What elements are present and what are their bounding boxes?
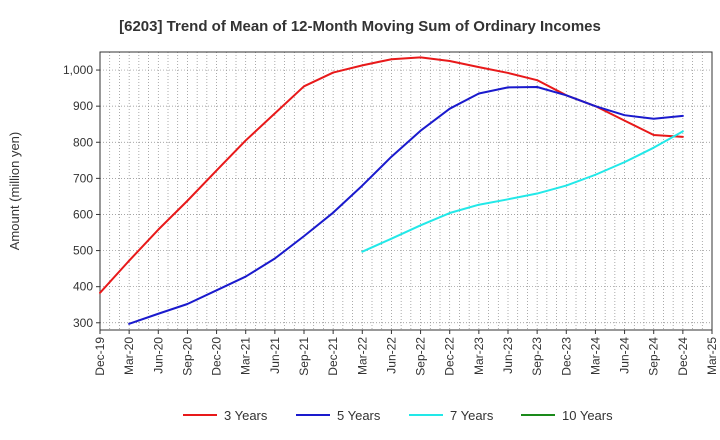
- x-tick-labels: Dec-19 Mar-20 Jun-20 Sep-20 Dec-20 Mar-21 Jun-…: [93, 337, 719, 376]
- grid: [99, 52, 713, 330]
- plot-frame: [99, 51, 713, 331]
- axes: [96, 51, 713, 334]
- y-axis-label: Amount (million yen): [7, 132, 22, 251]
- x-tick-label: Mar-21: [239, 337, 253, 375]
- x-tick-label: Mar-20: [122, 337, 136, 375]
- y-tick-label: 1,000: [63, 63, 93, 77]
- x-tick-label: Sep-21: [297, 337, 311, 376]
- x-tick-label: Dec-21: [326, 337, 340, 376]
- x-tick-label: Sep-22: [414, 337, 428, 376]
- legend-label: 7 Years: [450, 408, 494, 423]
- y-tick-label: 400: [73, 280, 93, 294]
- x-tick-label: Sep-20: [180, 337, 194, 376]
- legend-label: 3 Years: [224, 408, 268, 423]
- chart-title: [6203] Trend of Mean of 12-Month Moving …: [119, 18, 601, 35]
- series-line-7-years: [361, 130, 684, 253]
- x-tick-label: Dec-23: [559, 337, 573, 376]
- plot-area: [100, 52, 712, 330]
- x-tick-label: Dec-24: [676, 337, 690, 376]
- y-tick-label: 500: [73, 244, 93, 258]
- x-tick-label: Dec-22: [443, 337, 457, 376]
- x-tick-label: Dec-20: [210, 337, 224, 376]
- legend-item: 7 Years: [409, 408, 494, 423]
- y-tick-label: 600: [73, 207, 93, 221]
- y-tick-label: 900: [73, 99, 93, 113]
- y-tick-label: 800: [73, 135, 93, 149]
- x-tick-label: Jun-21: [268, 337, 282, 374]
- x-tick-label: Mar-22: [355, 337, 369, 375]
- x-tick-label: Mar-23: [472, 337, 486, 375]
- x-tick-label: Dec-19: [93, 337, 107, 376]
- legend: 3 Years 5 Years 7 Years 10 Years: [183, 408, 613, 423]
- x-tick-label: Jun-20: [151, 337, 165, 374]
- x-tick-label: Jun-22: [384, 337, 398, 374]
- x-tick-label: Mar-25: [705, 337, 719, 375]
- x-tick-label: Sep-24: [647, 337, 661, 376]
- legend-item: 3 Years: [183, 408, 268, 423]
- series-line-5-years: [128, 86, 684, 325]
- legend-label: 5 Years: [337, 408, 381, 423]
- y-tick-label: 300: [73, 316, 93, 330]
- x-tick-label: Jun-23: [501, 337, 515, 374]
- x-tick-label: Jun-24: [618, 337, 632, 374]
- y-tick-labels: 300 400 500 600 700 800 900 1,000: [63, 63, 93, 330]
- series-lines: [99, 56, 684, 325]
- legend-item: 5 Years: [296, 408, 381, 423]
- y-tick-label: 700: [73, 171, 93, 185]
- legend-label: 10 Years: [562, 408, 613, 423]
- x-tick-label: Mar-24: [588, 337, 602, 375]
- x-tick-label: Sep-23: [530, 337, 544, 376]
- legend-item: 10 Years: [521, 408, 613, 423]
